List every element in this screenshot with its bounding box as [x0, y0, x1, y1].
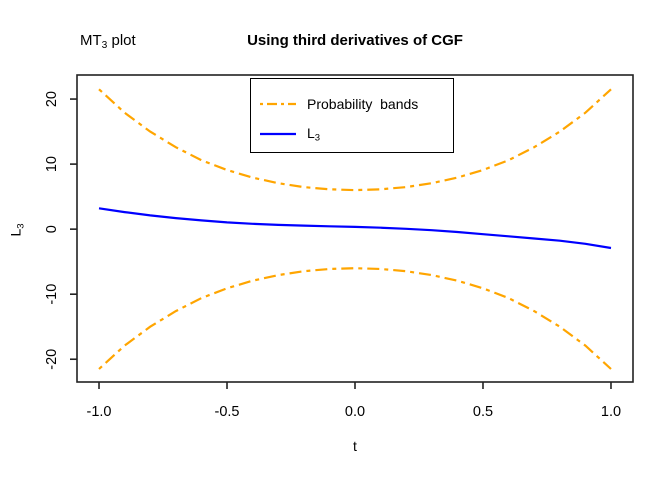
plot-type-label-suffix: plot	[107, 32, 136, 49]
y-tick-label: 0	[44, 225, 60, 233]
plot-type-label-subscript: 3	[101, 39, 108, 51]
plot-type-label: MT3 plot	[80, 32, 136, 51]
legend-entry-probability-bands: Probability bands	[260, 92, 453, 116]
y-tick-label: -20	[44, 349, 60, 370]
legend-box: Probability bands L3	[250, 78, 454, 153]
legend-label-l3-subscript: 3	[314, 132, 321, 144]
dotdash-line-sample-icon	[260, 102, 296, 106]
y-axis-title: L3	[8, 223, 27, 236]
x-tick-label: 0.0	[345, 404, 365, 420]
legend-label-l3-prefix: L	[307, 124, 315, 141]
x-tick-label: -0.5	[215, 404, 240, 420]
y-tick-label: 10	[44, 156, 60, 172]
legend-label-l3: L3	[307, 125, 320, 144]
chart-title: Using third derivatives of CGF	[247, 32, 463, 49]
x-tick-label: 0.5	[473, 404, 493, 420]
legend-entry-l3: L3	[260, 122, 453, 146]
y-tick-label: 20	[44, 91, 60, 107]
x-tick-label: 1.0	[601, 404, 621, 420]
y-axis-title-subscript: 3	[15, 223, 27, 229]
probability-band-upper-curve	[98, 88, 612, 192]
plot-type-label-prefix: MT	[80, 32, 102, 49]
legend-label-probability-bands: Probability bands	[307, 96, 419, 112]
l3-curve	[98, 207, 612, 250]
probability-band-lower-curve	[98, 267, 612, 370]
x-tick-label: -1.0	[87, 404, 112, 420]
x-axis-title: t	[353, 438, 357, 454]
y-tick-label: -10	[44, 284, 60, 305]
solid-line-sample-icon	[260, 132, 296, 136]
y-axis-title-prefix: L	[7, 228, 24, 237]
